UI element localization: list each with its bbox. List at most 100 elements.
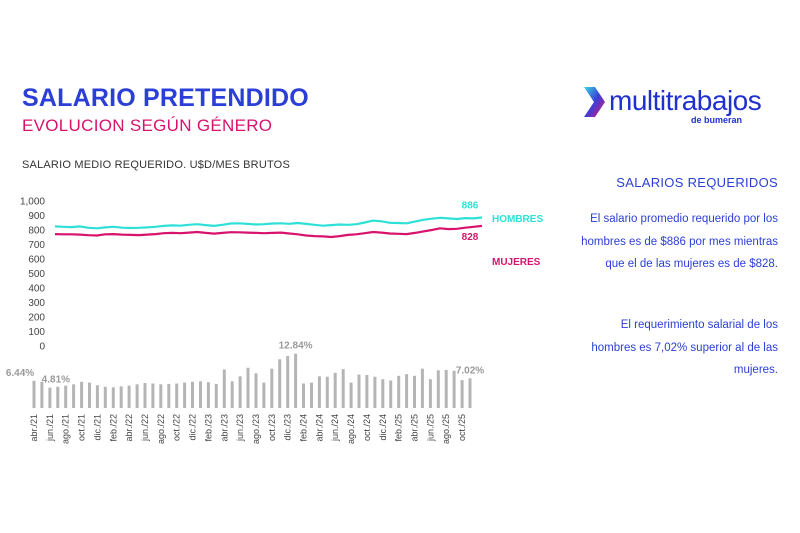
gap-bar bbox=[95, 385, 99, 408]
gap-bar bbox=[32, 380, 36, 408]
x-tick-label: oct./23 bbox=[267, 414, 277, 441]
x-tick-label: jun./21 bbox=[45, 414, 55, 442]
gap-bar bbox=[389, 380, 393, 408]
gap-bar bbox=[135, 384, 139, 408]
x-tick-label: ago./22 bbox=[156, 414, 166, 444]
x-tick-label: jun./23 bbox=[235, 414, 245, 442]
gap-bar bbox=[310, 382, 313, 408]
y-tick-label: 1,000 bbox=[20, 197, 45, 208]
side-paragraph-1: El salario promedio requerido por los ho… bbox=[581, 213, 778, 270]
end-value-label: 828 bbox=[462, 232, 479, 243]
page-subtitle: EVOLUCION SEGÚN GÉNERO bbox=[22, 116, 273, 135]
gap-bar bbox=[175, 383, 179, 408]
gap-bar bbox=[413, 375, 416, 408]
gap-bar bbox=[397, 375, 401, 408]
gap-bar bbox=[183, 382, 187, 408]
x-tick-label: dic./24 bbox=[378, 414, 388, 441]
logo-subtext: de bumeran bbox=[691, 115, 743, 125]
gap-bar bbox=[302, 383, 305, 408]
gap-bar bbox=[460, 380, 464, 408]
y-tick-label: 800 bbox=[28, 226, 45, 237]
gap-value-label: 7.02% bbox=[456, 365, 484, 376]
gap-bar bbox=[64, 385, 68, 408]
gap-bar bbox=[278, 359, 282, 408]
gap-bar bbox=[238, 376, 242, 408]
y-tick-label: 0 bbox=[39, 342, 45, 353]
x-tick-label: oct./22 bbox=[172, 414, 182, 441]
gap-bar bbox=[56, 386, 60, 408]
side-paragraph-2: El requerimiento salarial de los hombres… bbox=[591, 319, 778, 376]
gap-bar bbox=[88, 382, 91, 408]
y-axis: 1,000 900 800 700 600 500 400 300 200 100 0 bbox=[20, 197, 45, 353]
gap-bar bbox=[294, 353, 298, 408]
x-tick-label: jun./25 bbox=[425, 414, 435, 442]
x-tick-label: abr./23 bbox=[219, 414, 229, 442]
gap-bar bbox=[341, 369, 345, 408]
logo-wordmark: multitrabajos bbox=[609, 85, 762, 116]
y-tick-label: 100 bbox=[28, 327, 45, 338]
y-tick-label: 500 bbox=[28, 269, 45, 280]
x-tick-label: oct./21 bbox=[77, 414, 87, 441]
gap-value-label: 6.44% bbox=[6, 368, 34, 379]
gap-bar bbox=[357, 374, 361, 408]
y-tick-label: 400 bbox=[28, 284, 45, 295]
gap-bar bbox=[40, 381, 44, 408]
gap-bar bbox=[151, 383, 155, 408]
gap-bars: 6.44% 4.81% 12.84% 7.02% bbox=[6, 341, 484, 408]
gap-bar bbox=[428, 379, 432, 408]
x-tick-label: jun./22 bbox=[140, 414, 150, 442]
x-tick-label: oct./24 bbox=[362, 414, 372, 441]
x-tick-label: ago./25 bbox=[441, 414, 451, 444]
salary-lines: 886 HOMBRES 828 MUJERES bbox=[54, 201, 543, 268]
gap-bar bbox=[405, 374, 409, 408]
gap-bar bbox=[230, 381, 234, 408]
gap-bar bbox=[127, 385, 131, 408]
gap-bar bbox=[159, 384, 163, 408]
gap-bar bbox=[468, 378, 472, 408]
x-tick-label: jun./24 bbox=[330, 414, 340, 442]
x-tick-label: feb./23 bbox=[203, 414, 213, 442]
gap-bar bbox=[80, 381, 84, 408]
x-tick-label: abr./21 bbox=[29, 414, 39, 442]
gap-bar bbox=[325, 376, 329, 408]
gap-bar bbox=[167, 383, 171, 408]
y-tick-label: 200 bbox=[28, 313, 45, 324]
series-name-label: MUJERES bbox=[492, 257, 541, 268]
x-tick-label: ago./24 bbox=[346, 414, 356, 444]
y-tick-label: 900 bbox=[28, 211, 45, 222]
gap-bar bbox=[262, 382, 266, 408]
gap-bar bbox=[254, 373, 258, 408]
gap-bar bbox=[199, 381, 202, 408]
series-line-hombres bbox=[54, 216, 483, 230]
gap-bar bbox=[143, 383, 147, 408]
gap-bar bbox=[420, 368, 424, 408]
page-title: SALARIO PRETENDIDO bbox=[22, 84, 309, 112]
x-tick-label: abr./24 bbox=[314, 414, 324, 442]
gap-bar bbox=[373, 376, 377, 408]
x-tick-label: ago./21 bbox=[61, 414, 71, 444]
y-tick-label: 700 bbox=[28, 240, 45, 251]
series-name-label: HOMBRES bbox=[492, 214, 543, 225]
gap-bar bbox=[270, 368, 274, 408]
gap-bar bbox=[452, 370, 456, 408]
gap-bar bbox=[317, 376, 321, 408]
x-tick-label: dic./23 bbox=[283, 414, 293, 441]
x-tick-label: feb./25 bbox=[394, 414, 404, 442]
y-tick-label: 600 bbox=[28, 255, 45, 266]
side-heading: SALARIOS REQUERIDOS bbox=[616, 175, 778, 190]
gap-bar bbox=[214, 383, 218, 408]
gap-bar bbox=[119, 386, 123, 408]
gap-bar bbox=[111, 387, 115, 408]
gap-bar bbox=[48, 387, 52, 408]
chart-caption: SALARIO MEDIO REQUERIDO. U$D/MES BRUTOS bbox=[22, 159, 290, 171]
x-axis: abr./21 jun./21 ago./21 oct./21 dic./21 feb./… bbox=[29, 414, 467, 444]
x-tick-label: abr./22 bbox=[124, 414, 134, 442]
gap-bar bbox=[246, 367, 250, 408]
y-tick-label: 300 bbox=[28, 298, 45, 309]
multitrabajos-logo: multitrabajos de bumeran bbox=[581, 83, 796, 128]
gap-bar bbox=[444, 369, 448, 408]
gap-bar bbox=[381, 379, 385, 408]
gap-bar bbox=[333, 372, 337, 408]
gap-bar bbox=[349, 382, 353, 408]
chevron-logo-icon bbox=[584, 87, 605, 117]
